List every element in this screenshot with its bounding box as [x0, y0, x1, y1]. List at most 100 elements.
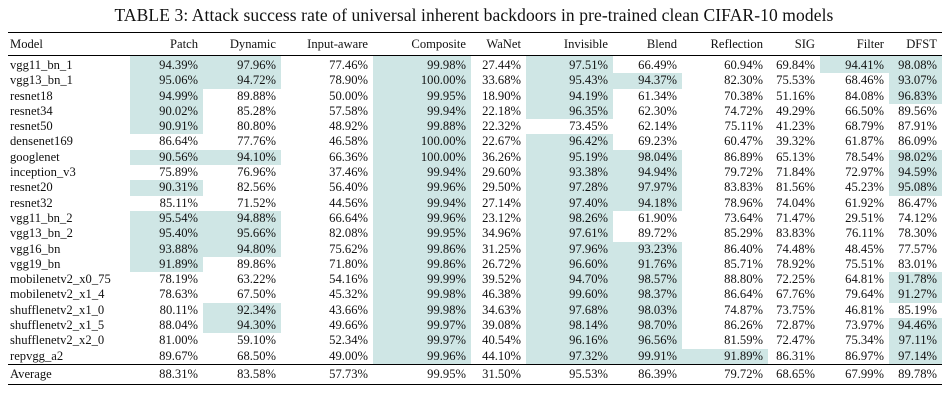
header-model: Model: [8, 32, 130, 56]
table-row: shufflenetv2_x1_0 80.11% 92.34% 43.66% 99.98…: [8, 302, 942, 319]
value-cell: 50.00%: [329, 88, 368, 103]
value-cell: 60.47%: [724, 134, 763, 149]
value-cell: 98.14%: [526, 318, 613, 334]
average-label: Average: [8, 363, 130, 385]
value-cell: 87.91%: [898, 119, 937, 134]
results-table: Model Patch Dynamic Input-aware Composit…: [8, 32, 942, 385]
table-row: googlenet 90.56% 94.10% 66.36% 100.00% 36.26%…: [8, 149, 942, 166]
value-cell: 73.97%: [845, 318, 884, 333]
model-name-cell: resnet20: [10, 180, 53, 195]
model-name-cell: vgg13_bn_2: [10, 226, 73, 241]
value-cell: 67.76%: [776, 287, 815, 302]
value-cell: 61.34%: [638, 88, 677, 103]
value-cell: 66.36%: [329, 149, 368, 164]
model-name-cell: resnet32: [10, 195, 53, 210]
value-cell: 100.00%: [373, 149, 471, 166]
value-cell: 82.56%: [237, 180, 276, 195]
value-cell: 94.99%: [130, 88, 203, 104]
header-row: Model Patch Dynamic Input-aware Composit…: [8, 32, 942, 56]
value-cell: 99.86%: [373, 241, 471, 257]
value-cell: 70.38%: [724, 88, 763, 103]
value-cell: 79.64%: [845, 287, 884, 302]
value-cell: 76.96%: [237, 165, 276, 180]
average-cell: 83.58%: [203, 363, 281, 385]
value-cell: 93.38%: [526, 165, 613, 181]
value-cell: 26.72%: [482, 256, 521, 271]
table-row: mobilenetv2_x1_4 78.63% 67.50% 45.32% 99.98%…: [8, 287, 942, 303]
model-name-cell: shufflenetv2_x2_0: [10, 333, 105, 348]
value-cell: 33.68%: [482, 73, 521, 88]
value-cell: 52.34%: [329, 333, 368, 348]
value-cell: 29.60%: [482, 165, 521, 180]
value-cell: 88.04%: [159, 318, 198, 333]
model-name-cell: shufflenetv2_x1_0: [10, 302, 105, 317]
value-cell: 74.48%: [776, 241, 815, 256]
value-cell: 61.90%: [638, 210, 677, 225]
value-cell: 85.29%: [724, 226, 763, 241]
value-cell: 78.19%: [159, 272, 198, 287]
value-cell: 64.81%: [845, 272, 884, 287]
value-cell: 99.96%: [373, 210, 471, 227]
value-cell: 78.63%: [159, 287, 198, 302]
value-cell: 78.96%: [724, 195, 763, 210]
value-cell: 18.90%: [482, 88, 521, 103]
value-cell: 94.37%: [613, 73, 682, 89]
value-cell: 76.11%: [845, 226, 884, 241]
value-cell: 73.64%: [724, 210, 763, 225]
value-cell: 71.47%: [776, 210, 815, 225]
value-cell: 46.58%: [329, 134, 368, 149]
value-cell: 77.57%: [898, 241, 937, 256]
value-cell: 96.56%: [613, 333, 682, 349]
value-cell: 80.11%: [159, 302, 198, 317]
model-name-cell: mobilenetv2_x1_4: [10, 287, 105, 302]
value-cell: 97.32%: [526, 348, 613, 365]
value-cell: 86.97%: [845, 348, 884, 363]
value-cell: 97.14%: [889, 348, 942, 365]
value-cell: 66.64%: [329, 210, 368, 225]
value-cell: 98.57%: [613, 272, 682, 288]
value-cell: 54.16%: [329, 272, 368, 287]
value-cell: 46.38%: [482, 287, 521, 302]
table-row: vgg11_bn_2 95.54% 94.88% 66.64% 99.96% 23.12%…: [8, 210, 942, 227]
model-name-cell: vgg13_bn_1: [10, 73, 73, 88]
value-cell: 95.43%: [526, 73, 613, 89]
value-cell: 96.16%: [526, 333, 613, 349]
value-cell: 85.19%: [898, 302, 937, 317]
value-cell: 95.40%: [130, 226, 203, 242]
header-blend: Blend: [613, 32, 682, 56]
table-row: resnet32 85.11% 71.52% 44.56% 99.94% 27.14% 97…: [8, 195, 942, 211]
value-cell: 83.83%: [776, 226, 815, 241]
value-cell: 37.46%: [329, 165, 368, 180]
value-cell: 94.59%: [889, 165, 942, 181]
value-cell: 34.96%: [482, 226, 521, 241]
average-cell: 57.73%: [281, 363, 373, 385]
value-cell: 99.97%: [373, 333, 471, 349]
header-sig: SIG: [768, 32, 820, 56]
value-cell: 89.72%: [638, 226, 677, 241]
value-cell: 90.31%: [130, 180, 203, 196]
value-cell: 75.51%: [845, 256, 884, 271]
average-cell: 67.99%: [820, 363, 889, 385]
value-cell: 75.62%: [329, 241, 368, 256]
value-cell: 99.96%: [373, 180, 471, 196]
table-row: vgg16_bn 93.88% 94.80% 75.62% 99.86% 31.25% 97…: [8, 241, 942, 257]
value-cell: 86.31%: [776, 348, 815, 363]
value-cell: 100.00%: [373, 73, 471, 89]
value-cell: 44.10%: [482, 348, 521, 363]
table-row: mobilenetv2_x0_75 78.19% 63.22% 54.16% 99.99…: [8, 272, 942, 288]
value-cell: 99.98%: [373, 302, 471, 319]
value-cell: 22.67%: [482, 134, 521, 149]
value-cell: 44.56%: [329, 195, 368, 210]
value-cell: 78.30%: [898, 226, 937, 241]
value-cell: 99.86%: [373, 256, 471, 273]
value-cell: 56.40%: [329, 180, 368, 195]
model-name-cell: vgg11_bn_2: [10, 210, 73, 225]
value-cell: 86.47%: [898, 195, 937, 210]
value-cell: 57.58%: [329, 103, 368, 118]
value-cell: 81.59%: [724, 333, 763, 348]
value-cell: 99.96%: [373, 348, 471, 365]
value-cell: 99.94%: [373, 165, 471, 181]
header-dfst: DFST: [889, 32, 942, 56]
value-cell: 91.89%: [682, 348, 768, 365]
value-cell: 98.08%: [889, 55, 942, 74]
